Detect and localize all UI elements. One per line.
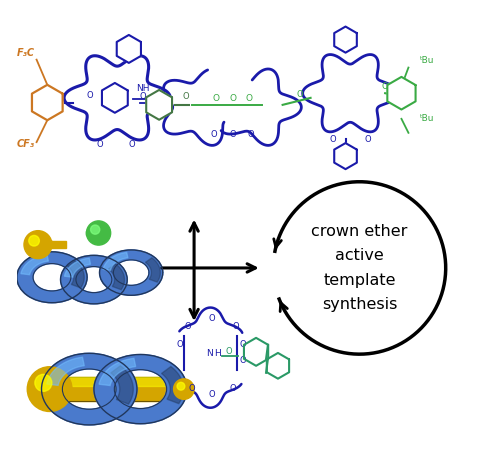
- Polygon shape: [42, 353, 137, 425]
- Text: O: O: [382, 82, 388, 91]
- Polygon shape: [64, 258, 90, 277]
- Polygon shape: [21, 255, 48, 275]
- Polygon shape: [116, 35, 141, 63]
- Ellipse shape: [44, 377, 51, 401]
- Polygon shape: [48, 377, 182, 386]
- Polygon shape: [102, 83, 128, 113]
- Text: O: O: [248, 130, 254, 139]
- Polygon shape: [68, 261, 84, 288]
- Polygon shape: [334, 143, 357, 169]
- Text: synthesis: synthesis: [322, 297, 397, 312]
- Text: O: O: [233, 322, 239, 330]
- Text: O: O: [212, 94, 220, 103]
- Ellipse shape: [48, 241, 54, 248]
- Text: ᵗBu: ᵗBu: [420, 114, 434, 123]
- Polygon shape: [103, 253, 128, 270]
- Polygon shape: [108, 264, 124, 290]
- Circle shape: [90, 225, 100, 234]
- Text: O: O: [229, 130, 235, 139]
- Polygon shape: [86, 231, 99, 235]
- Circle shape: [86, 221, 110, 245]
- Polygon shape: [48, 377, 182, 401]
- Text: O: O: [87, 91, 94, 100]
- Polygon shape: [100, 250, 163, 295]
- Text: O: O: [364, 135, 371, 144]
- Polygon shape: [267, 353, 289, 379]
- Polygon shape: [244, 338, 268, 366]
- Polygon shape: [162, 367, 184, 404]
- Polygon shape: [146, 90, 172, 120]
- Polygon shape: [46, 357, 84, 385]
- Polygon shape: [51, 241, 66, 248]
- Circle shape: [174, 379, 194, 399]
- Text: O: O: [208, 314, 214, 322]
- Circle shape: [177, 382, 185, 390]
- Text: O: O: [177, 340, 184, 349]
- Polygon shape: [99, 358, 136, 385]
- Circle shape: [24, 231, 52, 259]
- Text: active: active: [335, 248, 384, 263]
- Text: N: N: [206, 350, 212, 358]
- Polygon shape: [32, 85, 62, 120]
- Text: O: O: [185, 322, 192, 330]
- Text: O: O: [329, 135, 336, 144]
- Text: O: O: [226, 347, 232, 356]
- Polygon shape: [60, 255, 127, 304]
- Text: O: O: [230, 384, 236, 393]
- Circle shape: [35, 374, 52, 391]
- Text: template: template: [324, 273, 396, 288]
- Polygon shape: [17, 252, 87, 303]
- Text: O: O: [240, 356, 246, 365]
- Ellipse shape: [179, 377, 186, 401]
- Text: O: O: [182, 92, 189, 101]
- Text: NH: NH: [136, 84, 149, 93]
- Circle shape: [28, 235, 40, 246]
- Text: O: O: [188, 384, 194, 392]
- Text: O: O: [140, 92, 146, 101]
- Text: O: O: [129, 140, 136, 149]
- Circle shape: [28, 367, 72, 411]
- Text: H: H: [214, 350, 221, 358]
- Text: CF₃: CF₃: [17, 139, 35, 149]
- Text: O: O: [96, 140, 103, 149]
- Text: crown ether: crown ether: [312, 224, 408, 239]
- Polygon shape: [334, 27, 357, 53]
- Text: F₃C: F₃C: [17, 48, 35, 58]
- Text: O: O: [246, 94, 252, 103]
- Text: O: O: [210, 130, 217, 139]
- Text: O: O: [240, 340, 246, 349]
- Text: O: O: [229, 94, 236, 103]
- Polygon shape: [94, 355, 187, 424]
- Polygon shape: [388, 77, 415, 110]
- Text: O: O: [208, 390, 214, 399]
- Polygon shape: [146, 258, 160, 282]
- Text: O: O: [296, 90, 303, 99]
- Text: ᵗBu: ᵗBu: [420, 56, 434, 65]
- Polygon shape: [111, 366, 134, 404]
